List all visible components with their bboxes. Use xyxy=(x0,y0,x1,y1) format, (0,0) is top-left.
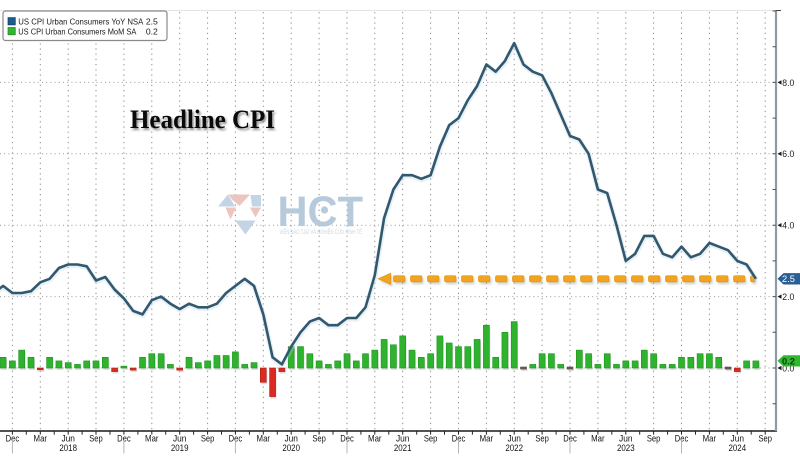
svg-text:Headline CPI: Headline CPI xyxy=(132,107,277,136)
svg-text:HCT: HCT xyxy=(278,189,364,236)
svg-text:Mar: Mar xyxy=(145,433,159,444)
svg-text:Dec: Dec xyxy=(563,433,577,444)
svg-text:Mar: Mar xyxy=(703,433,717,444)
svg-text:Dec: Dec xyxy=(452,433,466,444)
svg-text:Jun: Jun xyxy=(284,433,298,444)
svg-text:Mar: Mar xyxy=(368,433,382,444)
svg-text:Sep: Sep xyxy=(535,433,549,444)
svg-text:Mar: Mar xyxy=(34,433,48,444)
svg-text:Jun: Jun xyxy=(619,433,633,444)
svg-text:Jun: Jun xyxy=(396,433,410,444)
svg-text:2019: 2019 xyxy=(171,443,189,453)
svg-text:0.2: 0.2 xyxy=(146,26,158,36)
svg-text:Sep: Sep xyxy=(758,433,772,444)
svg-text:Jun: Jun xyxy=(61,433,75,444)
svg-text:2.5: 2.5 xyxy=(146,16,158,26)
svg-text:US CPI Urban Consumers YoY NSA: US CPI Urban Consumers YoY NSA xyxy=(18,16,143,26)
svg-text:Jun: Jun xyxy=(507,433,521,444)
svg-text:2.0: 2.0 xyxy=(782,292,794,303)
svg-text:2018: 2018 xyxy=(59,443,77,453)
svg-text:Mar: Mar xyxy=(257,433,271,444)
svg-text:VIỆN ĐÀO TẠO VÀ NGHIÊN CỨU KIN: VIỆN ĐÀO TẠO VÀ NGHIÊN CỨU KINH TẾ xyxy=(280,228,363,236)
svg-text:Sep: Sep xyxy=(647,433,661,444)
svg-text:Sep: Sep xyxy=(201,433,215,444)
svg-text:2024: 2024 xyxy=(729,443,747,453)
svg-text:Dec: Dec xyxy=(340,433,354,444)
svg-text:2023: 2023 xyxy=(617,443,635,453)
svg-text:Mar: Mar xyxy=(480,433,494,444)
svg-text:Sep: Sep xyxy=(312,433,326,444)
svg-text:2021: 2021 xyxy=(394,443,412,453)
svg-text:Dec: Dec xyxy=(117,433,131,444)
svg-text:Mar: Mar xyxy=(591,433,605,444)
svg-text:4.0: 4.0 xyxy=(782,221,794,232)
svg-text:Dec: Dec xyxy=(6,433,20,444)
svg-text:0.2: 0.2 xyxy=(782,356,795,366)
svg-text:Sep: Sep xyxy=(424,433,438,444)
svg-text:Jun: Jun xyxy=(173,433,187,444)
svg-text:0.0: 0.0 xyxy=(782,363,794,374)
svg-text:Dec: Dec xyxy=(675,433,689,444)
svg-text:Dec: Dec xyxy=(229,433,243,444)
svg-text:Headline CPI: Headline CPI xyxy=(130,105,275,134)
svg-text:8.0: 8.0 xyxy=(782,78,794,89)
svg-text:Sep: Sep xyxy=(89,433,103,444)
svg-text:2020: 2020 xyxy=(282,443,300,453)
svg-text:2.5: 2.5 xyxy=(782,274,795,284)
svg-text:Jun: Jun xyxy=(731,433,745,444)
svg-text:US CPI Urban Consumers MoM SA: US CPI Urban Consumers MoM SA xyxy=(18,26,136,36)
svg-text:2022: 2022 xyxy=(505,443,523,453)
svg-text:6.0: 6.0 xyxy=(782,149,794,160)
